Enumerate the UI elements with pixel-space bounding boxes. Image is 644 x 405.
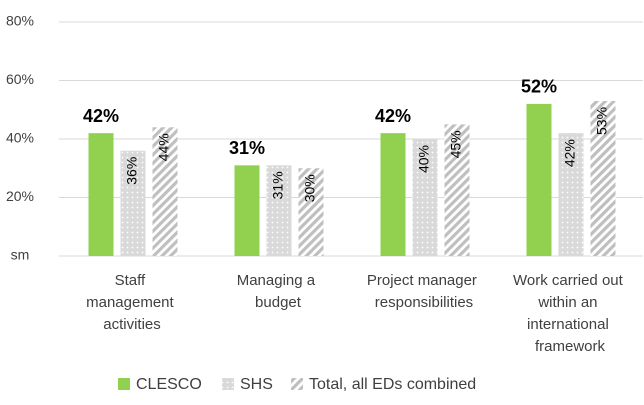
bar: [558, 133, 584, 256]
y-tick-label: sm: [11, 247, 30, 263]
data-label: 53%: [594, 107, 610, 135]
data-label: 42%: [83, 106, 119, 126]
bar: [152, 127, 178, 256]
data-label: 44%: [156, 133, 172, 161]
bar: [526, 103, 552, 257]
data-label: 36%: [124, 157, 140, 185]
bar: [444, 124, 470, 256]
bar: [120, 150, 146, 256]
bar: [412, 139, 438, 256]
legend-swatch: [291, 378, 303, 390]
x-tick-label: Staff management activities: [86, 272, 178, 333]
legend-label: SHS: [240, 376, 273, 393]
bar: [298, 168, 324, 256]
data-label: 31%: [229, 138, 265, 158]
bar: [234, 165, 260, 256]
data-label: 42%: [562, 139, 578, 167]
y-tick-label: 60%: [6, 71, 34, 87]
legend-label: CLESCO: [136, 376, 202, 393]
legend-label: Total, all EDs combined: [309, 376, 476, 393]
y-tick-label: 80%: [6, 13, 34, 29]
bar: [88, 133, 114, 256]
x-tick-label: Work carried out within an international…: [513, 272, 627, 355]
x-tick-label: Managing a budget: [237, 272, 320, 311]
data-label: 45%: [448, 130, 464, 158]
legend-swatch: [118, 378, 130, 390]
y-tick-label: 40%: [6, 130, 34, 146]
bar: [266, 165, 292, 256]
y-tick-label: 20%: [6, 188, 34, 204]
data-label: 30%: [302, 174, 318, 202]
data-label: 42%: [375, 106, 411, 126]
bar: [590, 100, 616, 256]
data-label: 31%: [270, 171, 286, 199]
x-tick-label: Project manager responsibilities: [367, 272, 481, 311]
bar: [380, 133, 406, 256]
data-label: 40%: [416, 145, 432, 173]
legend-swatch: [222, 378, 234, 390]
data-label: 52%: [521, 77, 557, 97]
